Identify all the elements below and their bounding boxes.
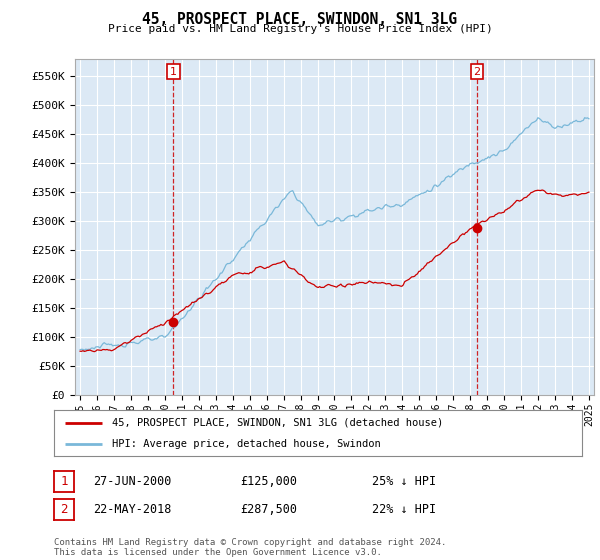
Text: 2: 2 — [473, 67, 481, 77]
Text: Contains HM Land Registry data © Crown copyright and database right 2024.
This d: Contains HM Land Registry data © Crown c… — [54, 538, 446, 557]
Text: 22-MAY-2018: 22-MAY-2018 — [93, 503, 172, 516]
Text: 45, PROSPECT PLACE, SWINDON, SN1 3LG: 45, PROSPECT PLACE, SWINDON, SN1 3LG — [143, 12, 458, 27]
Text: 25% ↓ HPI: 25% ↓ HPI — [372, 475, 436, 488]
Text: HPI: Average price, detached house, Swindon: HPI: Average price, detached house, Swin… — [112, 439, 381, 449]
Text: £287,500: £287,500 — [240, 503, 297, 516]
Text: Price paid vs. HM Land Registry's House Price Index (HPI): Price paid vs. HM Land Registry's House … — [107, 24, 493, 34]
Text: 45, PROSPECT PLACE, SWINDON, SN1 3LG (detached house): 45, PROSPECT PLACE, SWINDON, SN1 3LG (de… — [112, 418, 443, 428]
Text: 2: 2 — [60, 503, 68, 516]
Text: 27-JUN-2000: 27-JUN-2000 — [93, 475, 172, 488]
Text: 1: 1 — [170, 67, 177, 77]
Text: 1: 1 — [60, 475, 68, 488]
Text: 22% ↓ HPI: 22% ↓ HPI — [372, 503, 436, 516]
Text: £125,000: £125,000 — [240, 475, 297, 488]
